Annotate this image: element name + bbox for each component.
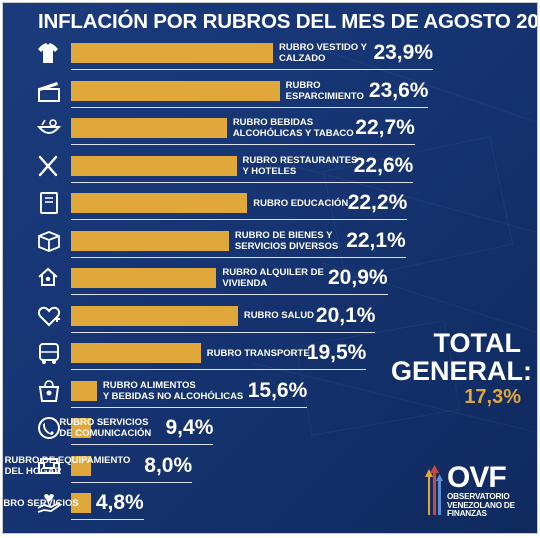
bar-value-label: 22,1% (346, 228, 406, 252)
bar-underline (71, 181, 414, 183)
bar-underline (71, 219, 408, 220)
chart-row: RUBRO ALIMENTOS Y BEBIDAS NO ALCOHÓLICAS… (3, 372, 537, 410)
bar-value-label: 22,7% (355, 116, 415, 139)
book-icon (35, 189, 63, 217)
bar-underline (71, 69, 433, 70)
bar-label: RUBRO VESTIDO Y CALZADO (279, 42, 367, 64)
bar-label: RUBRO ESPARCIMIENTO (285, 79, 364, 102)
bar-label: RUBRO ALIMENTOS Y BEBIDAS NO ALCOHÓLICAS (102, 379, 244, 402)
bar-value-label: 22,2% (347, 191, 408, 214)
bar-underline (71, 519, 144, 520)
sofa-icon (35, 452, 63, 480)
bar-label: RUBRO BEBIDAS ALCOHÓLICAS Y TABACO (232, 117, 354, 139)
bar-underline (71, 106, 429, 108)
bar-value-label: 20,1% (315, 303, 376, 327)
ovf-logo: OVF OBSERVATORIO VENEZOLANO DE FINANZAS (423, 463, 535, 521)
chart-row: RUBRO DE BIENES Y SERVICIOS DIVERSOS 22,1… (3, 222, 537, 260)
bus-icon (35, 339, 63, 367)
bar-label: RUBRO TRANSPORTE (206, 347, 310, 359)
total-value: 17,3% (464, 386, 521, 408)
bar-underline (71, 406, 308, 408)
box-icon (35, 227, 63, 255)
bar-label: RUBRO DE EQUIPAMIENTO DEL HOGAR (4, 454, 131, 477)
chart-row: RUBRO SERVICIOS 4,8% (3, 484, 537, 522)
chart-row: RUBRO ALQUILER DE VIVIENDA 20,9% (3, 259, 537, 297)
bar (71, 343, 201, 363)
bar (71, 155, 237, 176)
bar-value-label: 8,0% (144, 453, 193, 477)
bar (71, 118, 227, 138)
bar (71, 43, 273, 63)
bar (71, 418, 91, 438)
page-title: INFLACIÓN POR RUBROS DEL MES DE AGOSTO 2… (38, 10, 538, 33)
clapperboard-icon (35, 77, 63, 105)
phone-icon (35, 414, 63, 442)
bar-value-label: 20,9% (328, 266, 388, 289)
house-key-icon (35, 264, 63, 292)
chart-row: RUBRO SERVICIOS DE COMUNICACIÓN 9,4% (3, 409, 537, 447)
chart-row: RUBRO EDUCACIÓN 22,2% (3, 184, 537, 222)
logo-subtitle: OBSERVATORIO VENEZOLANO DE FINANZAS (447, 492, 515, 518)
bar-value-label: 23,9% (373, 41, 433, 64)
heart-plus-icon (35, 302, 63, 330)
bar-value-label: 9,4% (165, 416, 214, 439)
bar-label: RUBRO EDUCACIÓN (253, 197, 349, 209)
bar (71, 455, 91, 476)
bar-underline (71, 256, 406, 258)
bar-underline (71, 144, 415, 145)
hand-heart-icon (35, 489, 63, 517)
drink-bowl-icon (35, 114, 63, 142)
bar-value-label: 19,5% (306, 341, 367, 364)
bar-underline (71, 444, 214, 445)
chart-row: RUBRO DE EQUIPAMIENTO DEL HOGAR 8,0% (3, 447, 537, 485)
total-label: TOTAL GENERAL: (391, 328, 532, 386)
bar-underline (71, 331, 376, 333)
grocery-bag-icon (35, 377, 63, 405)
bar-label: RUBRO DE BIENES Y SERVICIOS DIVERSOS (234, 229, 339, 252)
bar-value-label: 22,6% (353, 153, 414, 177)
bar-label: RUBRO SERVICIOS (3, 497, 79, 509)
bar-value-label: 15,6% (247, 378, 308, 402)
shirt-icon (35, 39, 63, 67)
chart-row: RUBRO VESTIDO Y CALZADO 23,9% (3, 34, 537, 72)
bar-value-label: 4,8% (95, 491, 144, 514)
chart-row: RUBRO SALUD 20,1% (3, 297, 537, 335)
total-general: TOTAL GENERAL: 17,3% (391, 328, 532, 409)
bar-label: RUBRO ALQUILER DE VIVIENDA (222, 267, 324, 289)
bar (71, 193, 248, 213)
bar (71, 380, 97, 401)
bar (71, 268, 217, 288)
bar (71, 80, 280, 101)
ovf-logo-mark-icon (425, 465, 443, 515)
bar-underline (71, 294, 388, 295)
chart-row: RUBRO TRANSPORTE 19,5% (3, 334, 537, 372)
fork-knife-icon (35, 152, 63, 180)
bar-label: RUBRO SERVICIOS DE COMUNICACIÓN (59, 417, 152, 439)
bar-underline (71, 481, 193, 483)
bar (71, 305, 238, 326)
bar (71, 230, 229, 251)
chart-row: RUBRO ESPARCIMIENTO 23,6% (3, 72, 537, 110)
bar (71, 493, 91, 513)
bar-underline (71, 369, 367, 370)
chart-row: RUBRO RESTAURANTES Y HOTELES 22,6% (3, 147, 537, 185)
bar-label: RUBRO RESTAURANTES Y HOTELES (242, 154, 358, 177)
logo-name: OVF (447, 461, 507, 494)
bar-value-label: 23,6% (368, 78, 429, 102)
chart-row: RUBRO BEBIDAS ALCOHÓLICAS Y TABACO 22,7% (3, 109, 537, 147)
bar-label: RUBRO SALUD (243, 310, 315, 321)
